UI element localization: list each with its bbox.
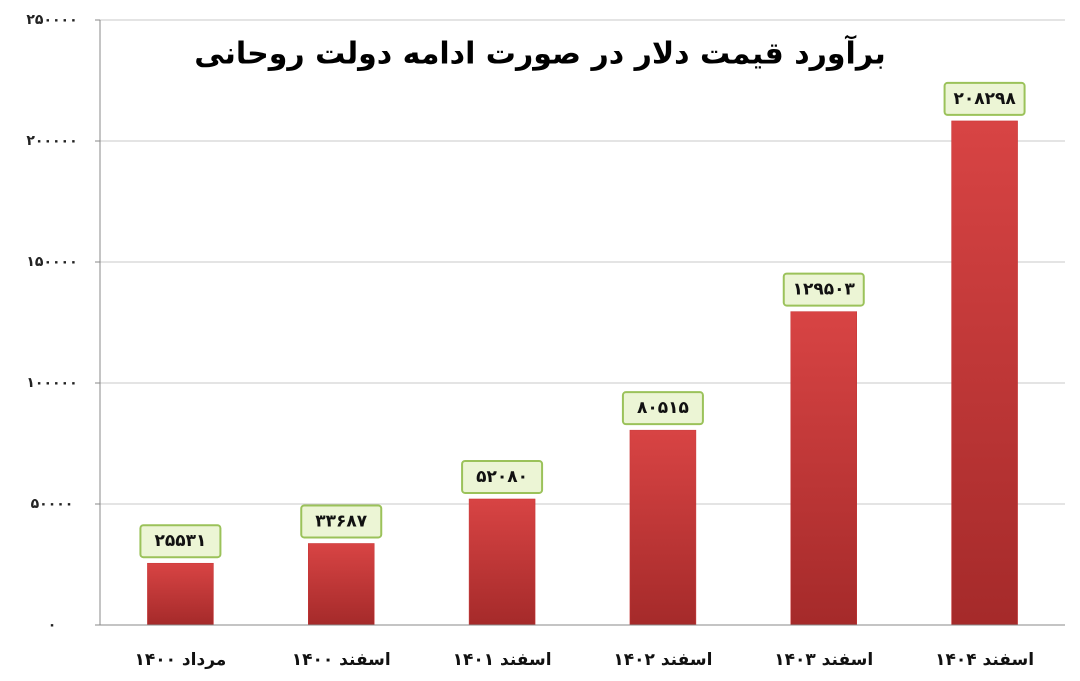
value-label-box xyxy=(943,81,1026,116)
x-tick-label: مرداد ۱۴۰۰ xyxy=(135,650,227,670)
y-tick-label: ۲۵۰۰۰۰ xyxy=(26,12,77,28)
value-label-box xyxy=(139,524,222,559)
y-tick-label: ۱۰۰۰۰۰ xyxy=(26,375,77,391)
bars xyxy=(147,120,1018,626)
bar xyxy=(468,498,536,626)
x-tick-label: اسفند ۱۴۰۴ xyxy=(935,650,1034,670)
value-label: ۸۰۵۱۵ xyxy=(637,398,689,418)
value-label-box xyxy=(782,272,865,307)
bar xyxy=(629,429,697,626)
chart-title: برآورد قیمت دلار در صورت ادامه دولت روحا… xyxy=(194,35,886,72)
value-label: ۲۵۵۳۱ xyxy=(154,531,206,551)
value-label: ۲۰۸۲۹۸ xyxy=(953,89,1016,109)
value-label-box xyxy=(461,459,544,494)
x-tick-label: اسفند ۱۴۰۰ xyxy=(292,650,391,670)
value-label: ۵۲۰۸۰ xyxy=(476,467,528,487)
value-label-box xyxy=(300,504,383,539)
value-label-box xyxy=(621,391,704,426)
x-tick-label: اسفند ۱۴۰۱ xyxy=(453,650,552,670)
grid xyxy=(95,19,1065,626)
bar xyxy=(308,543,375,626)
value-label: ۳۳۶۸۷ xyxy=(315,511,368,531)
y-tick-label: ۱۵۰۰۰۰ xyxy=(26,254,77,270)
x-tick-label: اسفند ۱۴۰۲ xyxy=(613,650,712,670)
bar xyxy=(147,562,214,626)
value-label: ۱۲۹۵۰۳ xyxy=(793,280,856,300)
x-tick-label: اسفند ۱۴۰۳ xyxy=(774,650,873,670)
y-tick-label: ۲۰۰۰۰۰ xyxy=(26,133,77,149)
bar xyxy=(790,311,857,626)
bar xyxy=(951,120,1018,626)
y-tick-label: ۵۰۰۰۰ xyxy=(31,496,74,512)
y-tick-label: ۰ xyxy=(48,617,57,633)
